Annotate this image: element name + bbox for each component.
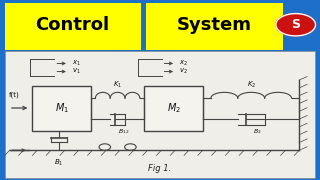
Text: $x_2$: $x_2$ — [179, 59, 188, 68]
Text: $M_1$: $M_1$ — [55, 101, 68, 115]
Bar — [5, 51, 315, 178]
Bar — [32, 86, 91, 130]
Circle shape — [276, 14, 316, 36]
Text: Control: Control — [36, 16, 110, 34]
Text: $B_{12}$: $B_{12}$ — [118, 127, 130, 136]
Text: S: S — [291, 18, 300, 31]
Text: $B_1$: $B_1$ — [54, 158, 63, 168]
Text: f(t): f(t) — [9, 91, 20, 98]
Text: $M_2$: $M_2$ — [167, 101, 180, 115]
Bar — [146, 3, 283, 50]
Text: $v_1$: $v_1$ — [72, 67, 81, 76]
Bar — [5, 3, 141, 50]
Text: $x_1$: $x_1$ — [72, 59, 81, 68]
Text: $K_2$: $K_2$ — [247, 80, 256, 90]
Bar — [144, 86, 203, 130]
Text: Fig 1.: Fig 1. — [148, 164, 172, 173]
Text: $B_2$: $B_2$ — [253, 127, 262, 136]
Text: $v_2$: $v_2$ — [179, 67, 188, 76]
Text: System: System — [177, 16, 252, 34]
Text: $K_1$: $K_1$ — [113, 80, 122, 90]
